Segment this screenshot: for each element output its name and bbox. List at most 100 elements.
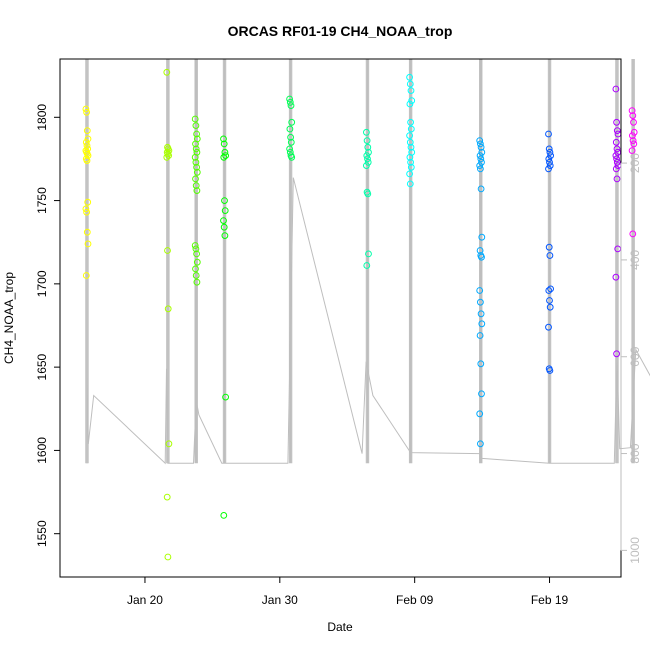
data-point — [84, 152, 92, 160]
data-point — [83, 127, 91, 135]
data-point — [612, 273, 620, 281]
data-point — [612, 165, 620, 173]
data-point — [192, 272, 200, 279]
series-rf06 — [363, 128, 372, 269]
data-point — [220, 135, 227, 143]
data-point — [192, 245, 200, 253]
data-point — [477, 155, 485, 163]
data-point — [630, 118, 637, 126]
data-point — [163, 493, 171, 501]
data-point — [612, 152, 620, 160]
data-point — [287, 138, 295, 146]
data-point — [545, 145, 553, 153]
data-point — [363, 137, 371, 145]
chart-title: ORCAS RF01-19 CH4_NOAA_trop — [228, 23, 453, 39]
data-point — [407, 163, 415, 171]
data-point — [191, 153, 199, 161]
data-point — [163, 153, 171, 161]
data-point — [286, 145, 294, 153]
data-point — [613, 350, 620, 358]
data-point — [545, 155, 553, 163]
data-point — [193, 168, 201, 176]
flight-profile — [365, 59, 370, 464]
data-point — [629, 112, 637, 119]
data-point — [363, 128, 370, 136]
data-point — [628, 107, 636, 114]
data-point — [192, 145, 200, 153]
data-point — [613, 127, 621, 135]
y-right-tick-label: 400 — [628, 250, 642, 270]
data-point — [192, 182, 200, 190]
data-point — [629, 132, 636, 140]
y-right-tick-label: 1000 — [628, 537, 642, 564]
data-point — [165, 147, 173, 155]
series-rf07 — [406, 73, 416, 188]
data-point — [545, 243, 553, 251]
data-point — [406, 170, 414, 178]
data-point — [406, 80, 414, 88]
data-point — [82, 272, 90, 279]
y-tick-label: 1750 — [35, 187, 49, 214]
data-point — [220, 217, 227, 225]
data-point — [82, 205, 90, 213]
data-point — [363, 152, 371, 160]
data-point — [406, 100, 414, 108]
y-right-tick-label: 200 — [628, 153, 642, 173]
data-point — [165, 152, 173, 160]
data-point — [164, 247, 171, 254]
flight-profile — [222, 59, 227, 464]
x-axis-label: Date — [327, 620, 353, 634]
data-point — [407, 125, 415, 133]
y-right-tick-label: 800 — [628, 443, 642, 463]
data-point — [222, 152, 230, 160]
data-point — [84, 198, 92, 206]
flight-profile — [479, 59, 483, 464]
data-point — [477, 310, 485, 318]
data-point — [221, 232, 229, 240]
data-point — [220, 153, 228, 161]
data-point — [629, 230, 637, 238]
data-point — [193, 130, 201, 138]
data-point — [364, 190, 372, 198]
data-point — [613, 145, 621, 153]
data-point — [83, 228, 91, 236]
data-point — [84, 240, 92, 248]
data-point — [476, 332, 484, 339]
data-point — [476, 247, 484, 254]
data-point — [192, 265, 199, 273]
flight-profile — [194, 59, 198, 464]
data-point — [192, 158, 200, 166]
data-point — [477, 185, 485, 193]
data-point — [546, 158, 553, 166]
data-point — [364, 158, 372, 166]
data-point — [478, 148, 486, 156]
data-point — [192, 175, 199, 183]
data-point — [407, 87, 415, 94]
data-point — [546, 252, 554, 259]
data-point — [193, 278, 201, 286]
data-point — [477, 143, 485, 151]
data-point — [221, 207, 229, 215]
data-point — [546, 162, 554, 170]
data-point — [221, 197, 228, 205]
data-point — [164, 553, 172, 561]
data-point — [286, 125, 294, 133]
series-rf03 — [191, 115, 201, 286]
data-point — [476, 287, 484, 294]
data-point — [478, 233, 486, 241]
y-axis-right: 200 400 600 800 1000 — [620, 153, 642, 564]
data-point — [193, 187, 201, 195]
data-point — [83, 142, 91, 150]
data-point — [193, 163, 201, 171]
data-point — [220, 140, 228, 148]
data-point — [288, 153, 296, 161]
flight-profile — [547, 59, 552, 464]
data-point — [545, 287, 553, 294]
data-point — [84, 135, 92, 143]
data-point — [407, 118, 415, 126]
data-point — [220, 223, 228, 231]
data-point — [220, 512, 228, 519]
series-rf11 — [628, 107, 638, 238]
data-point — [477, 360, 485, 368]
